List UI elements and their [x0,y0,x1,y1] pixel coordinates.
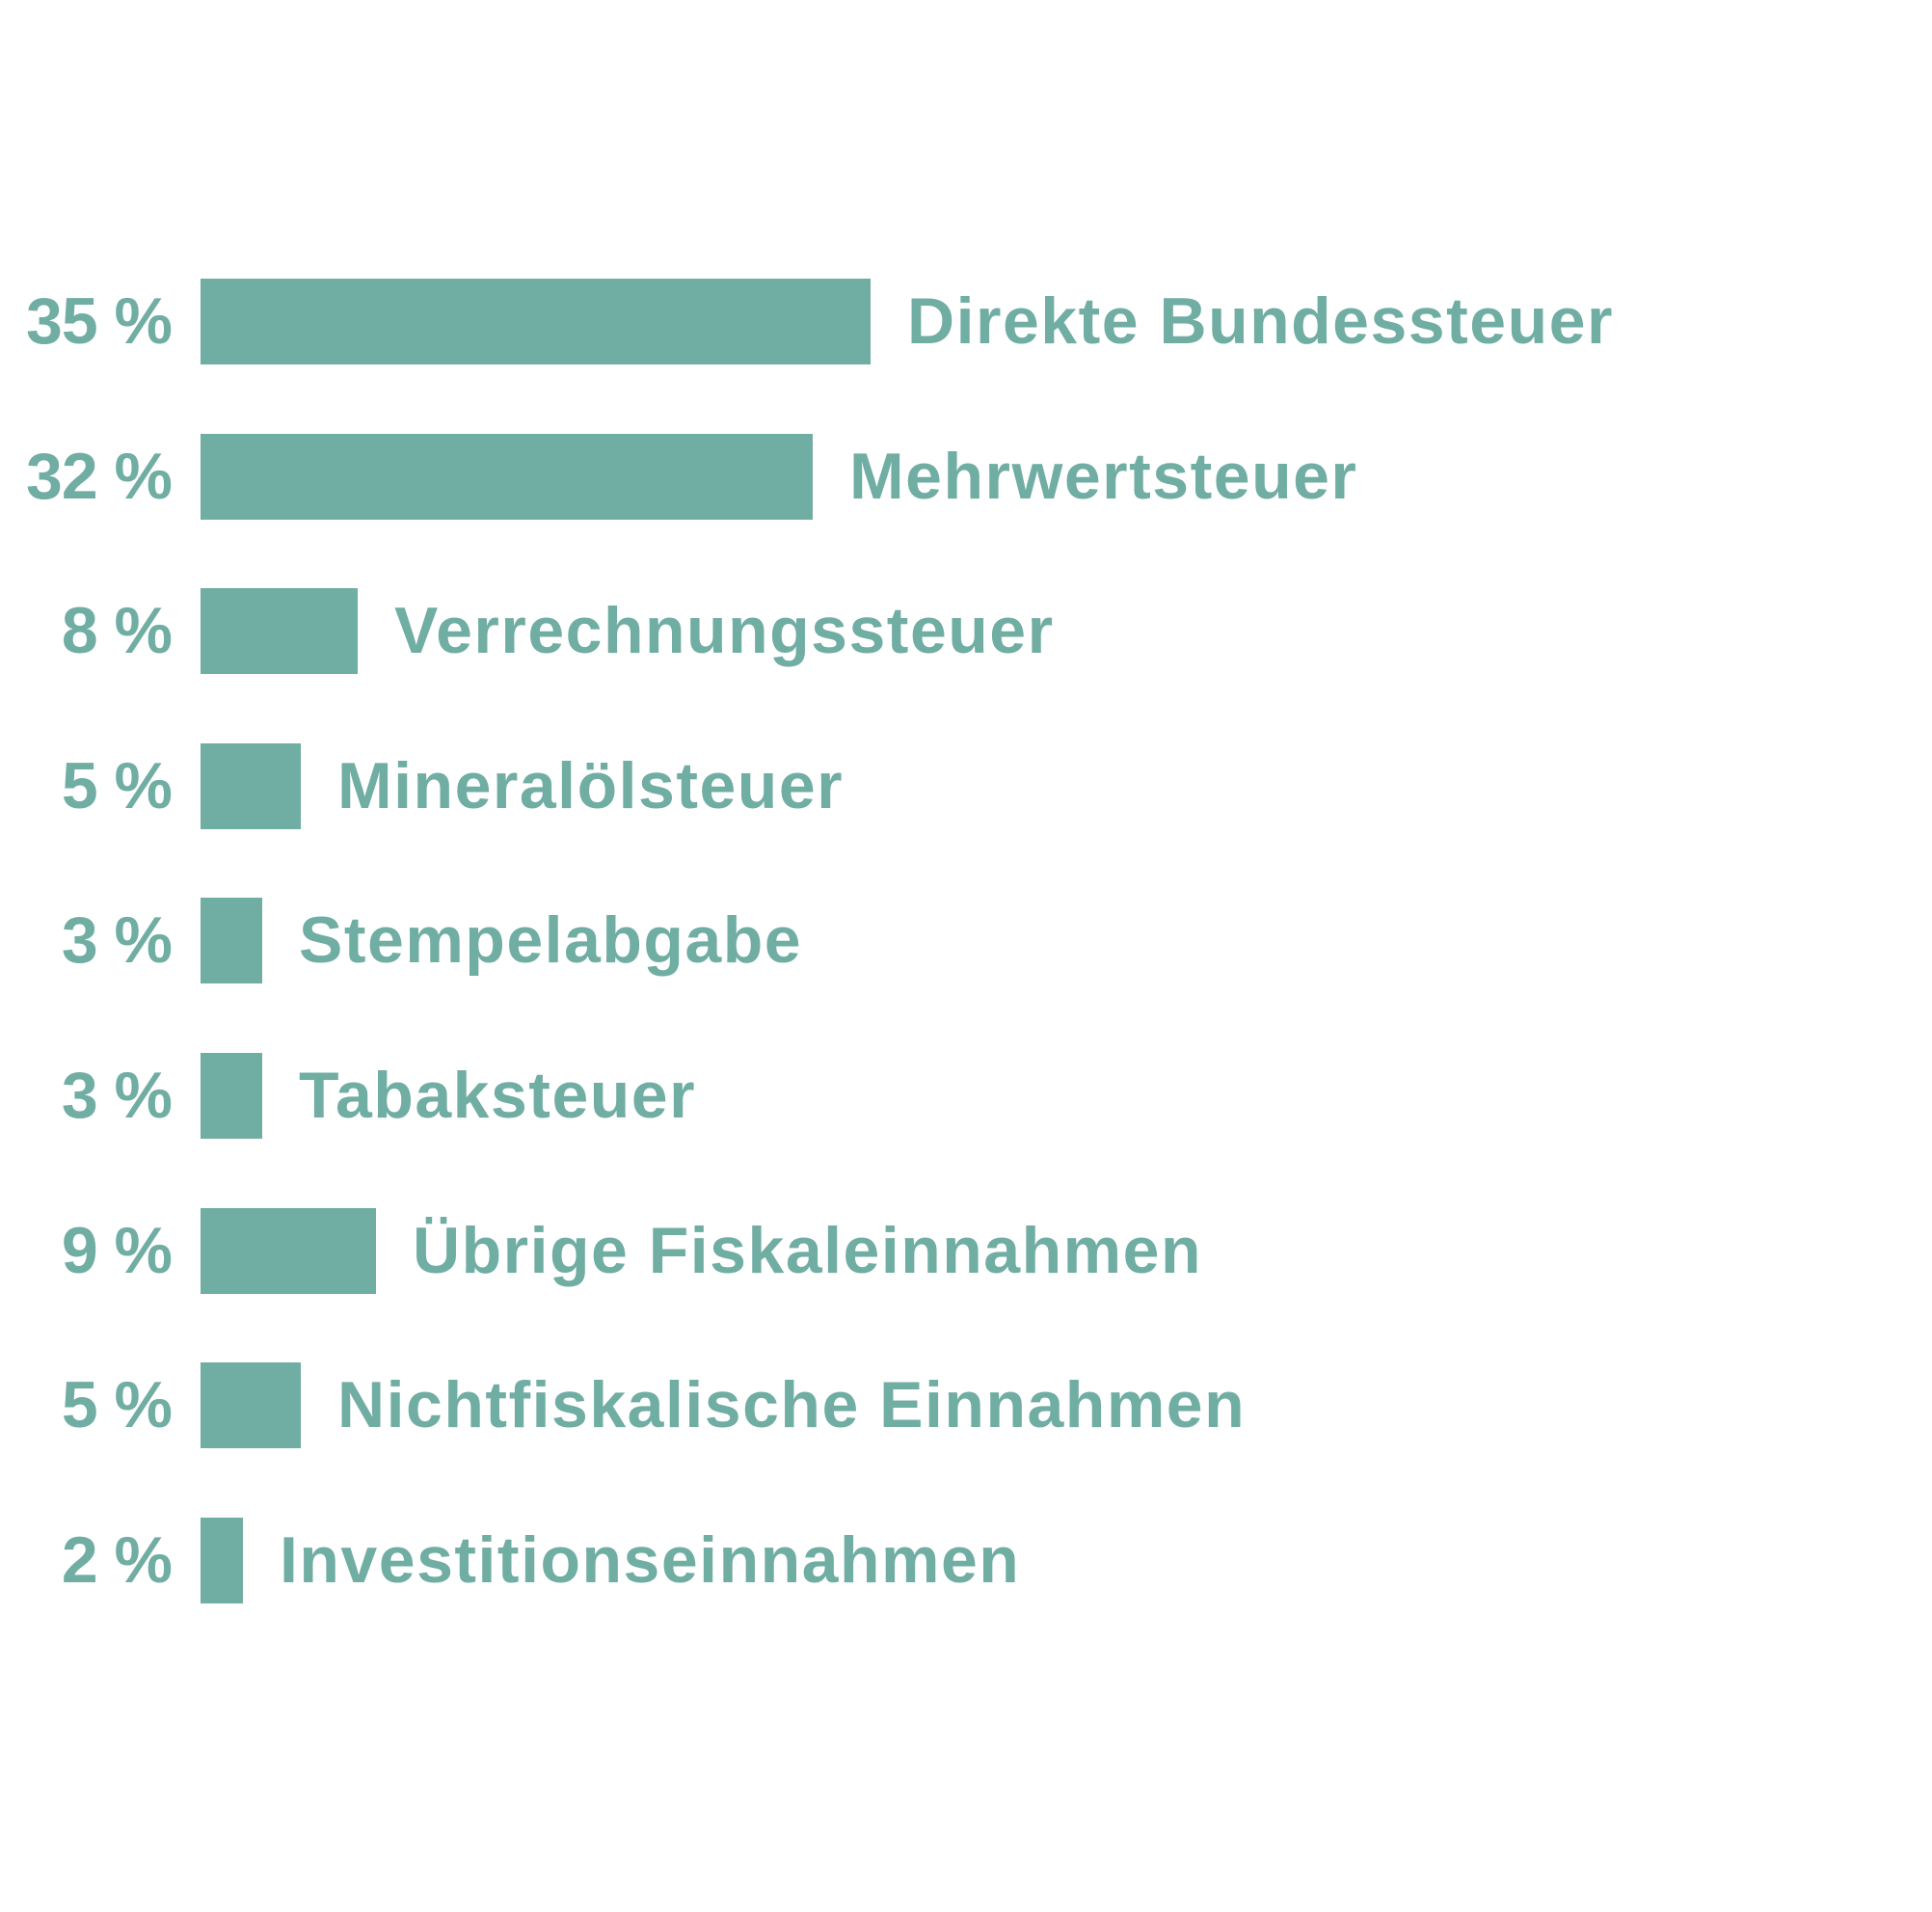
chart-row: 8 % Verrechnungssteuer [0,588,1932,675]
bar [201,742,301,829]
bar [201,898,262,984]
value-label: 3 % [61,1059,173,1132]
category-label: Übrige Fiskaleinnahmen [413,1213,1202,1287]
bar [201,279,871,364]
value-label: 2 % [61,1522,173,1597]
category-label: Investitionseinnahmen [280,1522,1021,1597]
value-label: 35 % [26,284,173,358]
value-label: 32 % [26,439,173,513]
category-label: Mineralölsteuer [337,748,845,822]
category-label: Nichtfiskalische Einnahmen [337,1368,1247,1442]
chart-row: 5 % Mineralölsteuer [0,742,1932,829]
value-label: 8 % [61,594,173,668]
chart-row: 9 % Übrige Fiskaleinnahmen [0,1207,1932,1294]
value-label: 5 % [61,748,173,822]
category-label: Tabaksteuer [299,1059,697,1132]
bar [201,1362,301,1449]
bar [201,1053,262,1139]
bar [201,588,358,675]
chart-row: 3 % Tabaksteuer [0,1053,1932,1139]
value-label: 9 % [61,1213,173,1287]
category-label: Mehrwertsteuer [849,439,1358,513]
bar [201,1517,243,1603]
category-label: Stempelabgabe [299,903,803,978]
value-label: 3 % [61,903,173,978]
bar [201,433,813,520]
chart-row: 32 % Mehrwertsteuer [0,433,1932,520]
chart-row: 5 % Nichtfiskalische Einnahmen [0,1362,1932,1449]
category-label: Direkte Bundessteuer [907,284,1614,358]
chart-row: 2 % Investitionseinnahmen [0,1517,1932,1603]
bar [201,1207,376,1294]
chart-row: 35 % Direkte Bundessteuer [0,279,1932,364]
chart-row: 3 % Stempelabgabe [0,898,1932,984]
value-label: 5 % [61,1368,173,1442]
category-label: Verrechnungssteuer [394,594,1055,668]
